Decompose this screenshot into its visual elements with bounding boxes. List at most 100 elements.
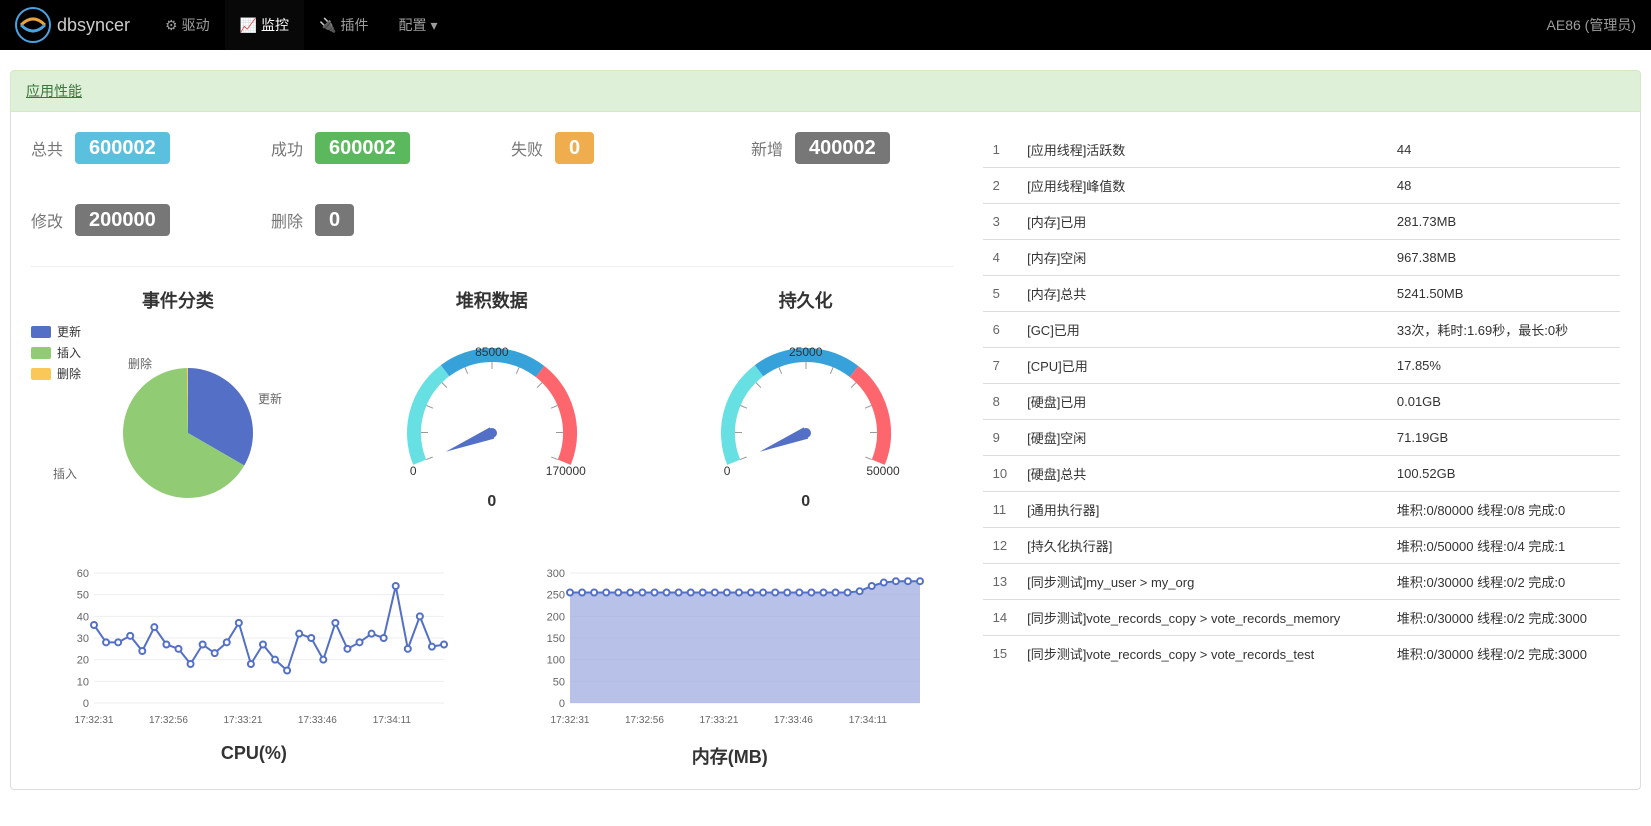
nav-label: 监控 — [261, 15, 289, 35]
right-column: 1 [应用线程]活跃数 442 [应用线程]峰值数 483 [内存]已用 281… — [983, 132, 1620, 769]
gauge2-canvas: 0 25000 50000 0 — [659, 323, 953, 523]
mem-chart: 05010015020025030017:32:3117:32:5617:33:… — [507, 563, 953, 769]
table-row: 9 [硬盘]空闲 71.19GB — [983, 420, 1620, 456]
table-row: 6 [GC]已用 33次，耗时:1.69秒，最长:0秒 — [983, 312, 1620, 348]
nav-label: 驱动 — [182, 15, 210, 35]
row-val: 281.73MB — [1387, 204, 1620, 240]
stat-label: 总共 — [31, 136, 63, 160]
gauge2-min: 0 — [724, 464, 731, 478]
stat-delete: 删除 0 — [271, 204, 471, 236]
pie-legend: 更新插入删除 — [31, 323, 81, 386]
row-val: 堆积:0/30000 线程:0/2 完成:0 — [1387, 564, 1620, 600]
svg-text:50: 50 — [552, 676, 564, 688]
nav-item-config[interactable]: 配置 ▾ — [383, 0, 452, 50]
svg-text:0: 0 — [559, 698, 565, 710]
gauge2-mid: 25000 — [789, 345, 822, 359]
row-key: [CPU]已用 — [1017, 348, 1387, 384]
gauge1-mid: 85000 — [475, 345, 508, 359]
row-key: [内存]总共 — [1017, 276, 1387, 312]
svg-text:250: 250 — [546, 590, 564, 602]
pie-canvas: 更新插入删除 更新插入删除 — [31, 323, 325, 523]
panel-header: 应用性能 — [10, 70, 1641, 112]
pie-chart: 事件分类 更新插入删除 更新插入删除 — [31, 287, 325, 523]
row-key: [应用线程]峰值数 — [1017, 168, 1387, 204]
chart-icon: 📈 — [240, 17, 257, 34]
nav-list: ⚙ 驱动 📈 监控 🔌 插件 配置 ▾ — [150, 0, 452, 50]
row-val: 堆积:0/30000 线程:0/2 完成:3000 — [1387, 600, 1620, 636]
row-key: [同步测试]vote_records_copy > vote_records_t… — [1017, 636, 1387, 672]
pie-svg: 更新插入删除 — [48, 323, 308, 523]
nav-item-monitor[interactable]: 📈 监控 — [225, 0, 304, 50]
logo-icon — [15, 7, 51, 43]
row-num: 4 — [983, 240, 1017, 276]
row-key: [应用线程]活跃数 — [1017, 132, 1387, 168]
brand-text: dbsyncer — [57, 15, 130, 36]
row-num: 9 — [983, 420, 1017, 456]
stat-update: 修改 200000 — [31, 204, 231, 236]
table-row: 13 [同步测试]my_user > my_org 堆积:0/30000 线程:… — [983, 564, 1620, 600]
dashboard-icon: ⚙ — [165, 17, 178, 34]
row-val: 5241.50MB — [1387, 276, 1620, 312]
row-num: 2 — [983, 168, 1017, 204]
svg-text:17:33:21: 17:33:21 — [699, 715, 738, 726]
row-key: [硬盘]已用 — [1017, 384, 1387, 420]
stat-fail: 失败 0 — [511, 132, 711, 164]
svg-text:200: 200 — [546, 611, 564, 623]
stat-fail-badge: 0 — [555, 132, 594, 164]
table-row: 1 [应用线程]活跃数 44 — [983, 132, 1620, 168]
row-val: 100.52GB — [1387, 456, 1620, 492]
svg-text:17:32:31: 17:32:31 — [74, 715, 113, 726]
row-num: 7 — [983, 348, 1017, 384]
legend-swatch — [31, 326, 51, 338]
table-row: 2 [应用线程]峰值数 48 — [983, 168, 1620, 204]
main-container: 应用性能 总共 600002 成功 600002 失败 0 — [0, 50, 1651, 810]
gauge1-title: 堆积数据 — [345, 287, 639, 313]
nav-label: 配置 — [398, 15, 426, 35]
gauge-persist: 持久化 0 25000 50000 0 — [659, 287, 953, 523]
info-table: 1 [应用线程]活跃数 442 [应用线程]峰值数 483 [内存]已用 281… — [983, 132, 1620, 671]
caret-down-icon: ▾ — [430, 17, 437, 34]
svg-text:40: 40 — [77, 611, 89, 623]
user-menu[interactable]: AE86 (管理员) — [1547, 15, 1636, 35]
stat-delete-badge: 0 — [315, 204, 354, 236]
nav-item-drive[interactable]: ⚙ 驱动 — [150, 0, 225, 50]
svg-text:30: 30 — [77, 633, 89, 645]
legend-item[interactable]: 删除 — [31, 365, 81, 382]
legend-item[interactable]: 插入 — [31, 344, 81, 361]
legend-swatch — [31, 368, 51, 380]
legend-item[interactable]: 更新 — [31, 323, 81, 340]
svg-text:10: 10 — [77, 676, 89, 688]
row-val: 堆积:0/30000 线程:0/2 完成:3000 — [1387, 636, 1620, 672]
table-row: 14 [同步测试]vote_records_copy > vote_record… — [983, 600, 1620, 636]
svg-text:删除: 删除 — [128, 356, 152, 371]
row-val: 堆积:0/80000 线程:0/8 完成:0 — [1387, 492, 1620, 528]
row-val: 0.01GB — [1387, 384, 1620, 420]
left-column: 总共 600002 成功 600002 失败 0 新增 400002 — [31, 132, 953, 769]
svg-text:17:34:11: 17:34:11 — [848, 715, 887, 726]
table-row: 15 [同步测试]vote_records_copy > vote_record… — [983, 636, 1620, 672]
stat-label: 失败 — [511, 136, 543, 160]
row-val: 44 — [1387, 132, 1620, 168]
panel-title-link[interactable]: 应用性能 — [26, 83, 82, 99]
gauge-queue: 堆积数据 0 85000 170000 0 — [345, 287, 639, 523]
row-num: 3 — [983, 204, 1017, 240]
nav-item-plugin[interactable]: 🔌 插件 — [304, 0, 383, 50]
stat-success: 成功 600002 — [271, 132, 471, 164]
dashboard: 总共 600002 成功 600002 失败 0 新增 400002 — [31, 132, 1620, 769]
row-num: 15 — [983, 636, 1017, 672]
row-val: 48 — [1387, 168, 1620, 204]
stat-total: 总共 600002 — [31, 132, 231, 164]
svg-text:17:33:46: 17:33:46 — [298, 715, 337, 726]
row-key: [同步测试]my_user > my_org — [1017, 564, 1387, 600]
stats-row: 总共 600002 成功 600002 失败 0 新增 400002 — [31, 132, 953, 236]
svg-text:50: 50 — [77, 590, 89, 602]
mem-title: 内存(MB) — [507, 743, 953, 769]
row-key: [硬盘]总共 — [1017, 456, 1387, 492]
row-val: 967.38MB — [1387, 240, 1620, 276]
svg-text:20: 20 — [77, 655, 89, 667]
table-row: 8 [硬盘]已用 0.01GB — [983, 384, 1620, 420]
brand[interactable]: dbsyncer — [15, 7, 130, 43]
svg-text:300: 300 — [546, 568, 564, 580]
cpu-svg: 010203040506017:32:3117:32:5617:33:2117:… — [54, 563, 454, 733]
row-val: 17.85% — [1387, 348, 1620, 384]
